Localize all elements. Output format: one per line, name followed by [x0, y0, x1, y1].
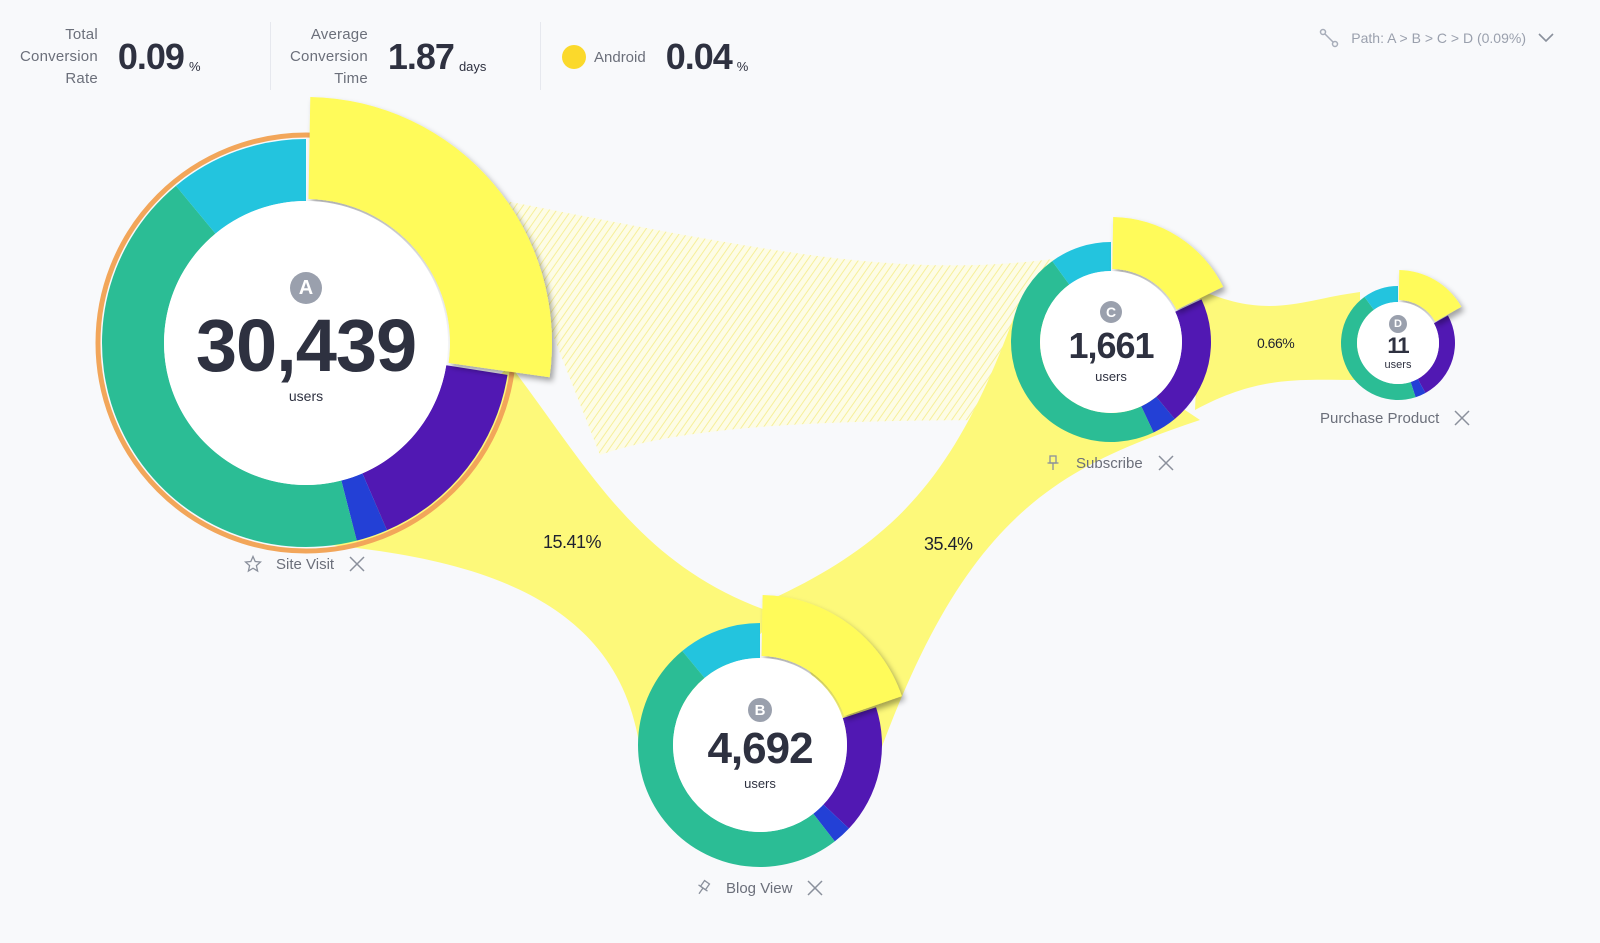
segment-teal: [1010, 261, 1154, 442]
path-selector[interactable]: Path: A > B > C > D (0.09%): [1319, 28, 1566, 48]
avg-conversion-time-metric: Average Conversion Time 1.87 days: [290, 22, 486, 92]
node-c-label: Subscribe: [1076, 454, 1143, 472]
segment-cyan: [682, 623, 760, 678]
pin-icon[interactable]: [1044, 454, 1062, 472]
node-c-ring[interactable]: [1010, 217, 1224, 442]
node-a-label-row: Site Visit: [244, 555, 366, 573]
metric-divider: [270, 22, 271, 90]
segment-purple: [1417, 315, 1456, 393]
flow-c-d-band: [1195, 290, 1360, 410]
node-a-label: Site Visit: [276, 555, 335, 573]
close-icon[interactable]: [348, 555, 366, 573]
node-b-label-row: Blog View: [694, 879, 824, 897]
close-icon[interactable]: [1453, 409, 1471, 427]
node-inner-circle: [164, 201, 448, 485]
node-b-label: Blog View: [726, 879, 793, 897]
node-inner-circle: [1040, 271, 1182, 413]
avg-conversion-time-value: 1.87: [387, 36, 455, 77]
flow-a-b-percent: 15.41%: [543, 532, 602, 552]
segment-teal: [102, 185, 357, 547]
total-conversion-metric: Total Conversion Rate 0.09 %: [20, 22, 201, 92]
segment-teal: [1340, 296, 1416, 401]
flow-a-c-band: [500, 200, 1060, 455]
flow-c-d-percent: 0.66%: [1257, 335, 1295, 351]
segment-purple: [362, 365, 508, 531]
close-icon[interactable]: [806, 879, 824, 897]
node-inner-circle: [1357, 302, 1439, 384]
segment-blue: [1141, 396, 1175, 433]
segment-blue: [341, 473, 388, 541]
segment-purple: [823, 707, 882, 829]
segment-teal: [637, 650, 835, 867]
star-icon[interactable]: [244, 555, 262, 573]
segment-highlight: [761, 595, 902, 717]
segment-value: 0.04: [665, 36, 733, 77]
segment-highlight: [308, 97, 552, 378]
total-conversion-value: 0.09: [117, 36, 185, 77]
node-c-label-row: Subscribe: [1044, 454, 1175, 472]
segment-unit: %: [736, 58, 749, 74]
segment-highlight: [1112, 217, 1224, 310]
avg-conversion-time-unit: days: [458, 58, 487, 74]
path-icon: [1320, 28, 1339, 48]
node-d-ring[interactable]: [1340, 270, 1462, 401]
segment-name: Android: [594, 48, 646, 66]
total-conversion-unit: %: [188, 58, 201, 74]
node-a-ring[interactable]: [95, 97, 552, 554]
segment-cyan: [1052, 242, 1111, 285]
total-conversion-label: Total Conversion Rate: [20, 26, 98, 87]
segment-blue: [813, 804, 849, 842]
node-d-label: Purchase Product: [1320, 409, 1440, 427]
segment-cyan: [1364, 286, 1398, 310]
node-inner-circle: [673, 658, 847, 832]
flow-b-c-percent: 35.4%: [924, 534, 973, 554]
chevron-down-icon: [1538, 33, 1554, 43]
node-b-ring[interactable]: [637, 595, 902, 867]
path-selector-label: Path: A > B > C > D (0.09%): [1351, 30, 1526, 46]
node-d-label-row: Purchase Product: [1306, 409, 1471, 427]
segment-cyan: [175, 139, 306, 234]
avg-conversion-time-label: Average Conversion Time: [290, 26, 368, 87]
close-icon[interactable]: [1157, 454, 1175, 472]
segment-color-dot: [562, 45, 586, 69]
metric-divider: [540, 22, 541, 90]
pin-icon[interactable]: [694, 879, 712, 897]
segment-purple: [1156, 299, 1211, 420]
segment-highlight: [1398, 270, 1462, 322]
segment-blue: [1410, 378, 1426, 398]
segment-metric[interactable]: Android 0.04 %: [562, 22, 748, 92]
